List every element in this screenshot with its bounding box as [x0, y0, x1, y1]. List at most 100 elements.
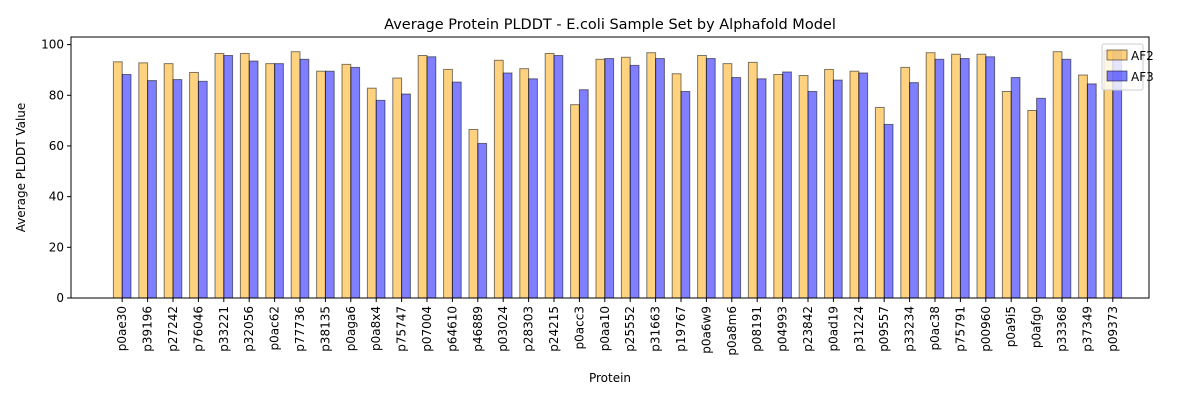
bar-af3-p08191	[756, 78, 767, 299]
bar-af2-p33234	[900, 66, 911, 299]
plot-frame	[70, 36, 1150, 299]
x-tick-label-p46889: p46889	[471, 306, 485, 352]
y-axis: 0 20 40 60 80 100	[41, 38, 71, 305]
bar-af3-p0a9i5	[1010, 77, 1021, 299]
bar-af2-p75791	[951, 53, 961, 299]
bar-af2-p04993	[773, 74, 784, 299]
bar-af3-p37349	[1086, 83, 1097, 299]
bar-af2-p08191	[747, 61, 758, 299]
y-axis-label: Average PLDDT Value	[14, 103, 28, 233]
bar-af2-p09557	[874, 106, 885, 299]
x-tick-label-p0acc3: p0acc3	[572, 306, 586, 349]
x-tick-label-p0ad19: p0ad19	[826, 306, 840, 352]
y-tick-label: 60	[49, 139, 64, 153]
bar-af3-p07004	[426, 56, 437, 299]
bar-af3-p75791	[959, 58, 970, 299]
bar-af3-p75747	[401, 93, 411, 299]
bar-af3-p0aga6	[350, 66, 361, 299]
bar-af2-p0aa10	[595, 58, 606, 299]
bar-af2-p33368	[1052, 51, 1063, 299]
x-tick-label-p24215: p24215	[547, 306, 561, 352]
x-tick-label-p0afg0: p0afg0	[1030, 306, 1044, 348]
bar-af3-p19767	[680, 90, 691, 299]
x-tick-label-p0ac38: p0ac38	[928, 306, 942, 350]
bar-af3-p03024	[502, 72, 513, 299]
y-tick-label: 80	[49, 88, 64, 102]
bar-af2-p0ad19	[824, 68, 834, 299]
bar-af2-p25552	[620, 56, 631, 299]
x-tick-label-p0aga6: p0aga6	[344, 306, 358, 351]
bar-af2-p0a8x4	[366, 87, 377, 299]
x-tick-label-p76046: p76046	[191, 306, 205, 352]
x-tick-label-p09557: p09557	[877, 306, 891, 352]
bar-af2-p27242	[163, 63, 174, 299]
x-tick-label-p77736: p77736	[293, 306, 307, 352]
x-tick-label-p0a9i5: p0a9i5	[1004, 306, 1018, 347]
y-tick-label: 0	[56, 291, 64, 305]
bar-af2-p46889	[468, 128, 479, 299]
x-tick-label-p75791: p75791	[953, 306, 967, 352]
bar-af3-p0ac38	[934, 58, 945, 299]
bar-af2-p0ac38	[925, 52, 936, 299]
bar-af3-p25552	[629, 64, 640, 299]
x-tick-label-p39196: p39196	[141, 306, 155, 352]
x-tick-label-p07004: p07004	[420, 306, 434, 352]
bar-af3-p31663	[655, 58, 665, 299]
x-tick-label-p75747: p75747	[395, 306, 409, 352]
bar-af3-p24215	[553, 55, 564, 299]
x-tick-label-p0a6w9: p0a6w9	[699, 306, 713, 354]
bar-af3-p39196	[147, 80, 157, 299]
bars-layer	[112, 50, 1123, 299]
bar-af2-p0aga6	[341, 63, 352, 299]
x-tick-label-p09373: p09373	[1106, 306, 1120, 352]
bar-af2-p24215	[544, 52, 555, 299]
bar-af2-p31663	[646, 52, 657, 299]
x-tick-label-p23842: p23842	[801, 306, 815, 352]
legend-swatch-af3	[1106, 70, 1128, 82]
x-tick-label-p25552: p25552	[623, 306, 637, 352]
bar-af3-p0a8m6	[731, 77, 742, 299]
bar-af2-p0a8m6	[722, 63, 733, 299]
bar-af2-p0afg0	[1027, 109, 1038, 299]
bar-af3-p0ae30	[121, 74, 132, 299]
x-axis: p0ae30 p39196 p27242 p76046 p33221 p32056 p0ac…	[115, 298, 1120, 356]
y-tick-label: 40	[49, 190, 64, 204]
x-tick-label-p0ac62: p0ac62	[268, 306, 282, 350]
bar-af2-p23842	[798, 75, 809, 299]
bar-af3-p0ac62	[274, 63, 284, 299]
bar-af2-p0ac62	[265, 63, 276, 299]
bar-af3-p33368	[1061, 58, 1072, 299]
x-tick-label-p33234: p33234	[903, 306, 917, 352]
bar-af3-p33234	[909, 82, 919, 299]
bar-af3-p46889	[477, 142, 488, 299]
bar-af3-p27242	[172, 79, 183, 299]
bar-af3-p31224	[858, 72, 869, 299]
bar-af3-p00960	[985, 56, 996, 299]
bar-af3-p0acc3	[578, 89, 589, 299]
y-tick-label: 20	[49, 240, 64, 254]
x-tick-label-p31224: p31224	[852, 306, 866, 352]
bar-af2-p07004	[417, 55, 428, 299]
bar-af2-p38135	[316, 70, 326, 299]
y-tick-label: 100	[41, 38, 64, 52]
x-tick-label-p33221: p33221	[217, 306, 231, 352]
x-tick-label-p64610: p64610	[445, 306, 459, 352]
bar-af3-p0a8x4	[375, 99, 386, 299]
x-tick-label-p04993: p04993	[776, 306, 790, 352]
bar-af2-p32056	[239, 52, 250, 299]
bar-af2-p77736	[290, 51, 301, 299]
x-tick-label-p08191: p08191	[750, 306, 764, 352]
chart-title: Average Protein PLDDT - E.coli Sample Se…	[384, 17, 836, 33]
bar-af3-p0ad19	[832, 79, 843, 299]
bar-af2-p76046	[189, 71, 199, 299]
bar-af3-p33221	[223, 55, 234, 299]
bar-af3-p0afg0	[1036, 97, 1046, 299]
x-tick-label-p31663: p31663	[649, 306, 663, 352]
x-tick-label-p33368: p33368	[1055, 306, 1069, 352]
bar-af3-p32056	[248, 60, 259, 299]
x-tick-label-p38135: p38135	[318, 306, 332, 352]
x-tick-label-p37349: p37349	[1080, 306, 1094, 352]
x-tick-label-p0a8x4: p0a8x4	[369, 306, 383, 351]
x-tick-label-p00960: p00960	[979, 306, 993, 352]
